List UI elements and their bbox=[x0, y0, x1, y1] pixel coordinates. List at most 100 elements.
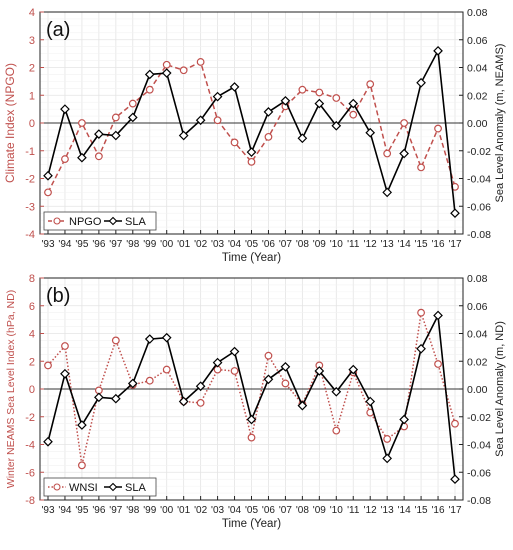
data-point-sla bbox=[161, 68, 172, 78]
right-tick-label: 0.00 bbox=[467, 118, 488, 130]
x-tick-label: '97 bbox=[109, 505, 122, 516]
x-tick-label: '05 bbox=[245, 239, 258, 250]
series-sla bbox=[43, 310, 460, 485]
x-tick-label: '06 bbox=[262, 505, 275, 516]
data-point-npgo bbox=[298, 85, 307, 94]
x-tick-label: '10 bbox=[330, 239, 343, 250]
x-tick-label: '12 bbox=[364, 239, 377, 250]
right-tick-label: 0.02 bbox=[467, 90, 488, 102]
x-tick-label: '14 bbox=[398, 239, 411, 250]
data-point-sla bbox=[43, 436, 53, 447]
x-tick-label: '95 bbox=[75, 239, 88, 250]
right-tick-label: 0.06 bbox=[467, 35, 488, 47]
data-point-npgo bbox=[145, 85, 154, 94]
data-point-sla bbox=[433, 46, 443, 56]
x-tick-label: '00 bbox=[160, 239, 173, 250]
data-point-sla bbox=[280, 361, 291, 372]
left-tick-label: -2 bbox=[25, 174, 35, 186]
x-tick-label: '99 bbox=[143, 239, 156, 250]
x-tick-label: '99 bbox=[143, 505, 156, 516]
data-point-sla bbox=[263, 374, 274, 385]
right-tick-label: 0.02 bbox=[467, 356, 488, 368]
data-point-wnsi bbox=[417, 308, 425, 317]
x-axis-label: Time (Year) bbox=[222, 252, 281, 264]
data-point-sla bbox=[297, 400, 308, 411]
right-tick-label: -0.02 bbox=[467, 412, 491, 424]
x-tick-label: '04 bbox=[228, 239, 241, 250]
data-point-npgo bbox=[247, 157, 256, 166]
data-point-wnsi bbox=[230, 367, 239, 375]
y-axis-label-right: Sea Level Anomaly (m, ND) bbox=[494, 321, 506, 457]
right-tick-label: 0.06 bbox=[467, 301, 488, 313]
right-tick-label: -0.06 bbox=[467, 467, 491, 479]
data-point-sla bbox=[450, 208, 460, 219]
left-tick-label: -2 bbox=[25, 412, 35, 424]
data-point-npgo bbox=[332, 94, 341, 102]
data-point-wnsi bbox=[383, 435, 392, 443]
panel-label: (a) bbox=[46, 19, 70, 41]
data-point-npgo bbox=[213, 116, 222, 125]
data-point-sla bbox=[94, 129, 104, 139]
legend-marker-circle bbox=[53, 217, 61, 225]
data-point-sla bbox=[77, 152, 87, 163]
x-tick-label: '00 bbox=[160, 505, 173, 516]
series-sla bbox=[43, 46, 460, 219]
left-tick-label: -4 bbox=[25, 229, 35, 241]
data-point-wnsi bbox=[247, 433, 256, 442]
right-tick-label: 0.04 bbox=[467, 63, 488, 75]
x-tick-label: '03 bbox=[211, 505, 224, 516]
right-tick-label: 0.08 bbox=[467, 7, 488, 19]
x-tick-label: '07 bbox=[279, 505, 292, 516]
data-point-wnsi bbox=[451, 419, 459, 428]
data-point-wnsi bbox=[196, 398, 205, 407]
data-point-npgo bbox=[111, 113, 120, 122]
data-point-sla bbox=[110, 393, 121, 404]
x-tick-label: '12 bbox=[364, 505, 377, 516]
x-tick-label: '94 bbox=[58, 239, 71, 250]
data-point-sla bbox=[263, 107, 274, 117]
data-point-sla bbox=[246, 147, 257, 157]
x-tick-label: '03 bbox=[211, 239, 224, 250]
x-tick-label: '96 bbox=[92, 505, 105, 516]
left-tick-label: 4 bbox=[29, 7, 35, 19]
x-tick-label: '16 bbox=[432, 239, 445, 250]
data-point-npgo bbox=[230, 138, 239, 147]
x-tick-label: '98 bbox=[126, 505, 139, 516]
x-tick-label: '17 bbox=[448, 239, 461, 250]
data-point-sla bbox=[127, 378, 138, 389]
left-tick-label: -1 bbox=[25, 146, 35, 158]
x-tick-label: '08 bbox=[296, 505, 309, 516]
left-tick-label: -3 bbox=[25, 201, 35, 213]
data-point-sla bbox=[416, 77, 426, 88]
x-tick-label: '13 bbox=[381, 505, 394, 516]
data-point-npgo bbox=[417, 163, 425, 172]
data-point-sla bbox=[110, 130, 121, 141]
left-tick-label: -6 bbox=[25, 467, 35, 479]
data-point-npgo bbox=[94, 152, 103, 161]
left-tick-label: 8 bbox=[29, 273, 35, 285]
data-point-sla bbox=[229, 346, 240, 357]
x-tick-label: '11 bbox=[347, 239, 360, 250]
data-point-wnsi bbox=[111, 336, 120, 345]
data-point-sla bbox=[348, 364, 359, 375]
data-point-sla bbox=[399, 414, 409, 425]
right-tick-label: -0.04 bbox=[467, 440, 491, 452]
data-point-npgo bbox=[315, 88, 324, 97]
y-axis-label-right: Sea Level Anomaly (m, NEAMS) bbox=[494, 44, 506, 203]
data-point-sla bbox=[195, 115, 206, 126]
left-tick-label: 6 bbox=[29, 301, 35, 313]
right-tick-label: 0.00 bbox=[467, 384, 488, 396]
data-point-sla bbox=[212, 357, 223, 368]
data-point-sla bbox=[382, 453, 393, 464]
legend-entry-label: SLA bbox=[125, 216, 146, 228]
data-point-sla bbox=[365, 396, 376, 407]
data-point-wnsi bbox=[44, 361, 52, 370]
data-point-wnsi bbox=[145, 376, 154, 385]
legend-box bbox=[43, 211, 157, 231]
data-point-npgo bbox=[44, 188, 52, 197]
x-tick-label: '95 bbox=[75, 505, 88, 516]
right-tick-label: -0.08 bbox=[467, 495, 491, 507]
data-point-wnsi bbox=[332, 426, 341, 435]
chart-panel-1: -4 -3 -2 -1 0 1 2 3 4 -0.08 -0.06 -0.04 -0.02 0.00 0.0… bbox=[3, 7, 506, 264]
